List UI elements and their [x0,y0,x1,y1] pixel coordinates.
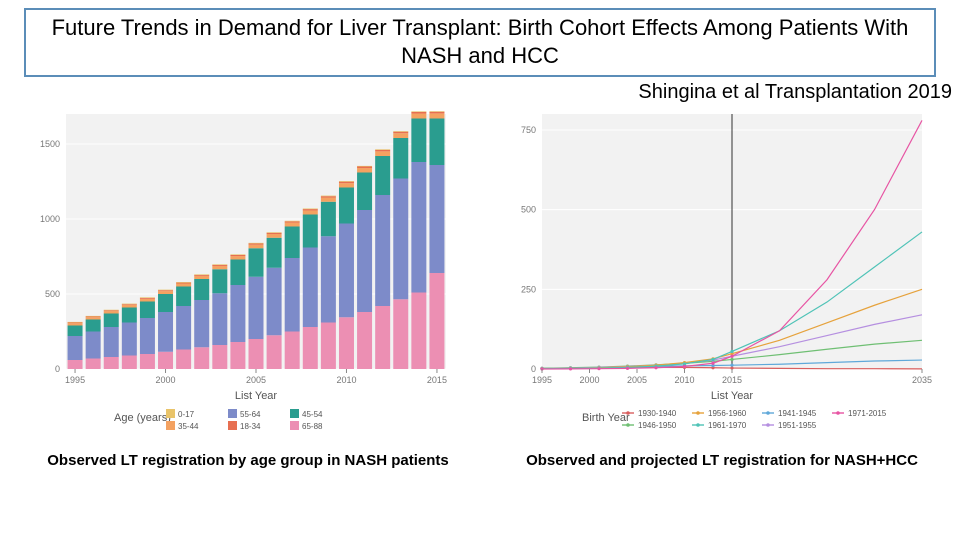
svg-text:45-54: 45-54 [302,410,323,419]
svg-text:750: 750 [521,125,536,135]
svg-text:250: 250 [521,284,536,294]
svg-text:0: 0 [531,364,536,374]
svg-text:1930-1940: 1930-1940 [638,409,677,418]
svg-text:1956-1960: 1956-1960 [708,409,747,418]
left-chart-caption: Observed LT registration by age group in… [47,452,448,470]
right-chart-panel: 0 250 500 750 1995 2000 2005 2010 2015 2035 List Y… [502,106,942,470]
right-chart-caption: Observed and projected LT registration f… [526,452,918,470]
page-title: Future Trends in Demand for Liver Transp… [36,14,924,69]
svg-text:1995: 1995 [532,375,552,385]
title-box: Future Trends in Demand for Liver Transp… [24,8,936,77]
svg-text:1995: 1995 [65,375,85,385]
svg-text:1951-1955: 1951-1955 [778,421,817,430]
svg-text:55-64: 55-64 [240,410,261,419]
svg-text:1946-1950: 1946-1950 [638,421,677,430]
citation: Shingina et al Transplantation 2019 [0,81,952,104]
svg-text:0-17: 0-17 [178,410,195,419]
svg-text:2005: 2005 [246,375,266,385]
svg-text:2015: 2015 [722,375,742,385]
svg-text:500: 500 [45,289,60,299]
svg-text:1961-1970: 1961-1970 [708,421,747,430]
left-chart-panel: 0 500 1000 1500 1995 2000 2005 2010 2015 List Yea… [18,106,478,470]
svg-text:List Year: List Year [711,390,754,402]
svg-text:Birth Year: Birth Year [582,412,630,424]
svg-text:65-88: 65-88 [302,422,323,431]
right-chart-svg-wrap: 0 250 500 750 1995 2000 2005 2010 2015 2035 List Y… [502,106,942,446]
right-chart-svg: 0 250 500 750 1995 2000 2005 2010 2015 2035 List Y… [502,106,942,441]
svg-text:Age (years): Age (years) [114,412,171,424]
svg-text:2015: 2015 [427,375,447,385]
svg-text:1941-1945: 1941-1945 [778,409,817,418]
svg-text:2000: 2000 [579,375,599,385]
svg-text:1971-2015: 1971-2015 [848,409,887,418]
svg-text:List Year: List Year [235,390,278,402]
svg-text:2005: 2005 [627,375,647,385]
svg-text:1000: 1000 [40,214,60,224]
left-chart-svg: 0 500 1000 1500 1995 2000 2005 2010 2015 List Yea… [18,106,478,441]
svg-text:0: 0 [55,364,60,374]
charts-row: 0 500 1000 1500 1995 2000 2005 2010 2015 List Yea… [0,106,960,470]
svg-text:1500: 1500 [40,139,60,149]
left-chart-svg-wrap: 0 500 1000 1500 1995 2000 2005 2010 2015 List Yea… [18,106,478,446]
svg-text:2010: 2010 [674,375,694,385]
svg-text:2010: 2010 [336,375,356,385]
svg-text:2000: 2000 [156,375,176,385]
svg-text:500: 500 [521,205,536,215]
svg-text:2035: 2035 [912,375,932,385]
svg-text:18-34: 18-34 [240,422,261,431]
svg-text:35-44: 35-44 [178,422,199,431]
